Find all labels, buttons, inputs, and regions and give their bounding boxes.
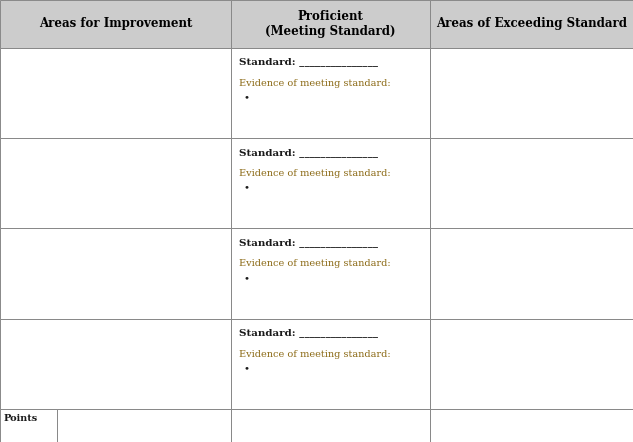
Text: •: • — [244, 274, 249, 283]
Bar — [430, 319, 633, 409]
Bar — [0, 48, 231, 138]
Text: Evidence of meeting standard:: Evidence of meeting standard: — [239, 350, 391, 358]
Bar — [231, 138, 430, 228]
Text: •: • — [244, 93, 249, 102]
Bar — [430, 409, 633, 442]
Text: Standard: _______________: Standard: _______________ — [239, 238, 378, 247]
Bar — [430, 0, 633, 48]
Bar — [0, 319, 231, 409]
Bar — [231, 48, 430, 138]
Bar — [430, 138, 633, 228]
Bar — [231, 409, 430, 442]
Text: Evidence of meeting standard:: Evidence of meeting standard: — [239, 259, 391, 268]
Text: •: • — [244, 364, 249, 373]
Text: Areas of Exceeding Standard: Areas of Exceeding Standard — [436, 17, 627, 30]
Text: Evidence of meeting standard:: Evidence of meeting standard: — [239, 79, 391, 88]
Text: Standard: _______________: Standard: _______________ — [239, 148, 378, 157]
Bar — [0, 138, 231, 228]
Bar — [231, 228, 430, 319]
Bar — [231, 319, 430, 409]
Bar — [430, 48, 633, 138]
Bar — [57, 409, 231, 442]
Text: Standard: _______________: Standard: _______________ — [239, 57, 378, 66]
Bar — [430, 228, 633, 319]
Text: Proficient
(Meeting Standard): Proficient (Meeting Standard) — [265, 10, 396, 38]
Text: Points: Points — [4, 414, 38, 423]
Text: Standard: _______________: Standard: _______________ — [239, 328, 378, 337]
Bar — [0, 228, 231, 319]
Bar — [0, 0, 231, 48]
Text: •: • — [244, 183, 249, 193]
Text: Areas for Improvement: Areas for Improvement — [39, 17, 192, 30]
Bar — [231, 0, 430, 48]
Text: Evidence of meeting standard:: Evidence of meeting standard: — [239, 169, 391, 178]
Bar — [0, 409, 57, 442]
